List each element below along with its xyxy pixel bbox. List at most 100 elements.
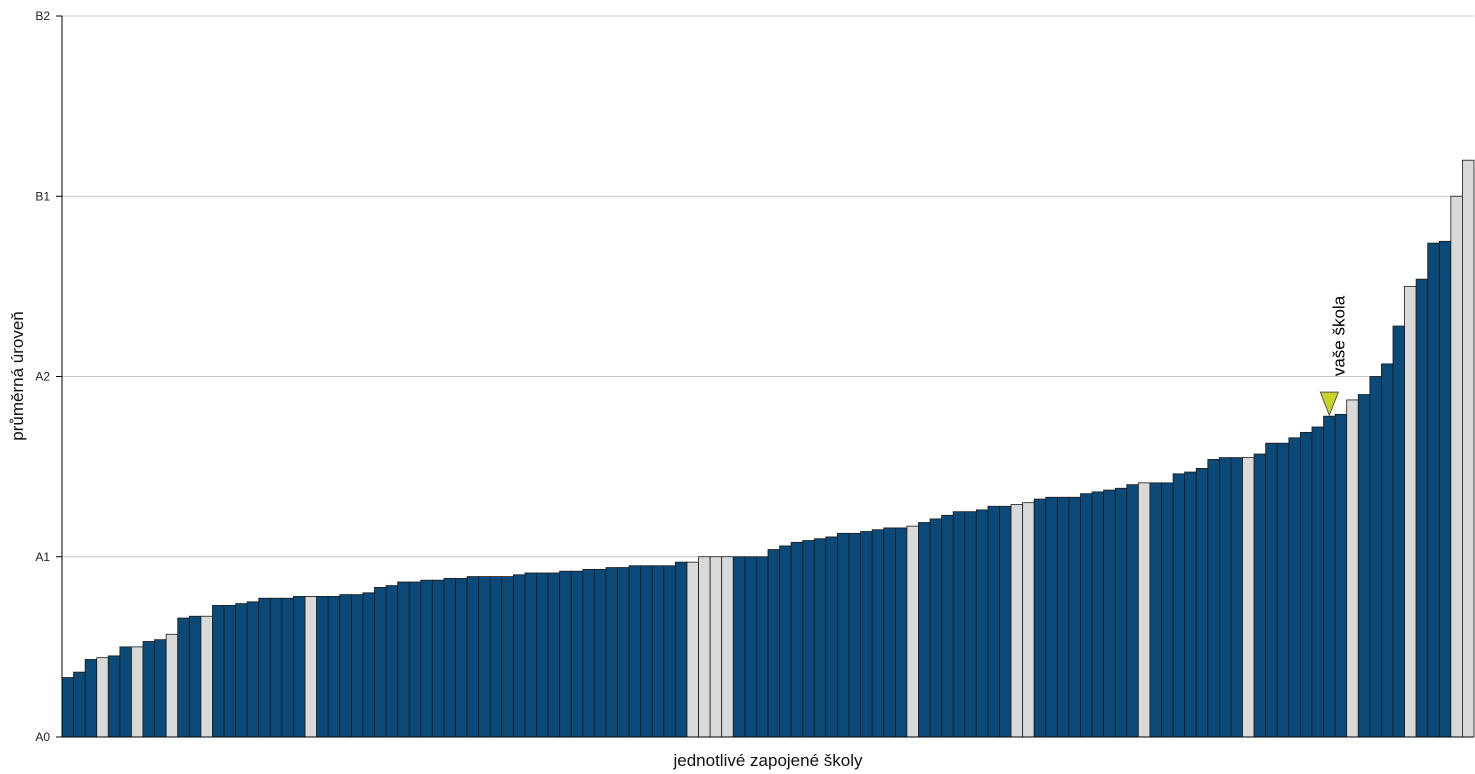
- bar: [455, 577, 468, 738]
- bar: [1045, 496, 1058, 738]
- bar: [952, 511, 966, 738]
- bar: [1311, 426, 1324, 738]
- bar: [1323, 415, 1336, 738]
- bar: [1369, 376, 1382, 738]
- bar: [339, 594, 352, 738]
- bar: [1450, 195, 1463, 738]
- bar: [235, 603, 248, 738]
- bar: [443, 577, 456, 738]
- bar: [73, 671, 86, 738]
- your-school-marker: [1319, 391, 1340, 417]
- y-tick-label: A0: [35, 730, 50, 744]
- bar: [906, 525, 919, 738]
- bar: [1265, 442, 1278, 738]
- bar: [1091, 491, 1105, 738]
- bar: [524, 572, 537, 738]
- bar: [767, 549, 780, 738]
- bar: [929, 518, 943, 738]
- bar: [1137, 482, 1151, 738]
- bar: [397, 581, 410, 738]
- bar: [84, 659, 98, 738]
- bar: [177, 617, 190, 738]
- bar: [281, 597, 294, 738]
- y-tick-label: A1: [35, 550, 50, 564]
- bar: [1218, 457, 1232, 738]
- bar: [744, 556, 757, 738]
- bar: [408, 581, 422, 738]
- bar: [1242, 457, 1255, 738]
- bar: [1392, 325, 1405, 738]
- bar: [142, 641, 155, 738]
- bar: [1346, 399, 1359, 738]
- bar: [1184, 471, 1197, 738]
- bar: [582, 568, 595, 738]
- bar: [350, 594, 364, 738]
- bar: [246, 601, 260, 738]
- bar: [1462, 159, 1475, 738]
- bar: [327, 596, 341, 738]
- bar: [119, 646, 132, 738]
- bar: [1357, 394, 1371, 738]
- bar: [802, 540, 815, 738]
- bar: [941, 514, 954, 738]
- bar: [536, 572, 549, 738]
- bar: [154, 639, 167, 738]
- bar: [964, 511, 977, 738]
- bar: [1022, 502, 1035, 738]
- bar: [1068, 496, 1081, 738]
- y-tick-label: B1: [35, 189, 50, 203]
- your-school-label: vaše škola: [1329, 295, 1348, 376]
- bar: [570, 570, 584, 738]
- bar: [478, 576, 491, 738]
- bar: [640, 565, 653, 738]
- bar: [512, 574, 526, 738]
- bar: [894, 527, 908, 738]
- bar: [975, 509, 989, 738]
- bar: [374, 586, 387, 738]
- bar: [698, 556, 711, 738]
- bar: [431, 579, 445, 738]
- bar: [1010, 504, 1024, 738]
- bar: [223, 605, 237, 738]
- bar: [999, 505, 1012, 738]
- bar: [61, 677, 74, 738]
- your-school-annotation: vaše škola: [1319, 295, 1348, 417]
- bar: [813, 538, 827, 738]
- bar: [1195, 468, 1209, 738]
- bar: [200, 615, 213, 738]
- bar: [918, 522, 931, 738]
- bar: [1404, 285, 1417, 738]
- bar: [860, 531, 873, 738]
- bar: [1381, 363, 1394, 738]
- bar: [732, 556, 746, 738]
- bar: [605, 567, 618, 738]
- bar: [593, 568, 607, 738]
- bar: [188, 615, 202, 738]
- bar: [790, 541, 804, 738]
- bar: [385, 585, 399, 738]
- bar: [848, 532, 861, 738]
- bar: [1126, 484, 1139, 738]
- bar: [1438, 240, 1452, 738]
- bar: [1207, 459, 1220, 738]
- bar: [663, 565, 676, 738]
- y-axis-title: průměrná úroveň: [8, 311, 27, 440]
- bar: [1056, 496, 1070, 738]
- bar: [559, 570, 572, 738]
- bar: [825, 536, 838, 738]
- bar: [651, 565, 665, 738]
- bar: [617, 567, 630, 738]
- bar: [316, 596, 329, 738]
- bar: [1080, 493, 1093, 738]
- bar: [489, 576, 503, 738]
- bar: [131, 646, 144, 738]
- bar: [1427, 242, 1440, 738]
- bar: [987, 505, 1000, 738]
- bar: [686, 561, 699, 738]
- bar: [1334, 413, 1348, 738]
- bar: [709, 556, 723, 738]
- bars: [61, 159, 1475, 738]
- bar: [1288, 437, 1301, 738]
- bar: [258, 597, 271, 738]
